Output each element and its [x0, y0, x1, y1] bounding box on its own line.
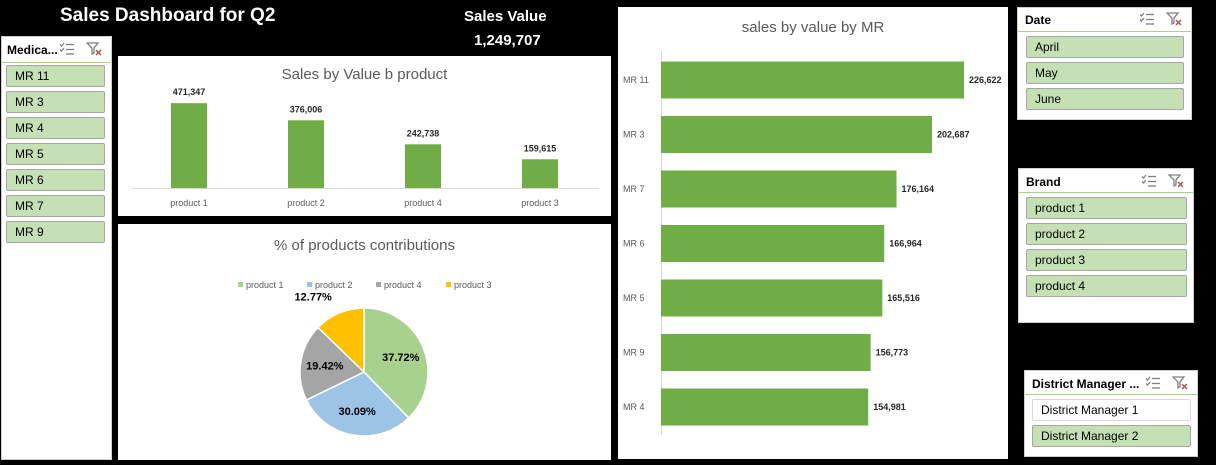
slicer-item[interactable]: product 1	[1026, 197, 1187, 219]
slicer-item[interactable]: MR 6	[6, 169, 105, 191]
data-label: 165,516	[887, 293, 920, 303]
slicer-item[interactable]: product 4	[1026, 275, 1187, 297]
bar	[522, 159, 558, 188]
slicer-item[interactable]: MR 7	[6, 195, 105, 217]
slicer-header: District Manager ...	[1025, 371, 1197, 395]
district-manager-slicer: District Manager ... District Manager 1 D…	[1024, 370, 1198, 457]
slice-label: 19.42%	[306, 361, 344, 373]
y-tick-label: MR 4	[623, 402, 645, 412]
x-tick-label: product 3	[521, 198, 559, 208]
pie-slice	[299, 326, 366, 401]
slicer-item[interactable]: May	[1026, 62, 1184, 84]
bar	[661, 388, 869, 426]
slice-label: 12.77%	[295, 292, 333, 304]
bar	[661, 170, 897, 208]
x-tick-label: product 1	[170, 198, 208, 208]
slicer-item[interactable]: District Manager 1	[1032, 399, 1191, 421]
slicer-item[interactable]: product 3	[1026, 249, 1187, 271]
slicer-item[interactable]: product 2	[1026, 223, 1187, 245]
dashboard-title: Sales Dashboard for Q2	[60, 5, 276, 26]
clear-filter-icon[interactable]	[1167, 174, 1184, 188]
legend-label: product 1	[246, 280, 284, 290]
product-sales-chart: Sales by Value b product 471,347 product …	[118, 56, 611, 216]
slicer-item[interactable]: District Manager 2	[1032, 425, 1191, 447]
chart-title: sales by value by MR	[741, 19, 885, 36]
data-label: 176,164	[902, 184, 935, 194]
slicer-header: Date	[1018, 8, 1191, 32]
slice-label: 30.09%	[338, 406, 376, 418]
legend-label: product 4	[384, 280, 422, 290]
y-tick-label: MR 3	[623, 130, 645, 140]
legend-label: product 3	[454, 280, 492, 290]
slicer-title: Date	[1025, 13, 1052, 27]
slicer-item[interactable]: MR 11	[6, 65, 105, 87]
legend-swatch	[238, 282, 243, 287]
legend-swatch	[376, 282, 381, 287]
date-slicer: Date April May June	[1017, 7, 1192, 120]
bar	[661, 225, 885, 262]
chart-title: Sales by Value b product	[281, 66, 448, 83]
slicer-header: Brand	[1019, 169, 1193, 193]
chart-title: % of products contributions	[274, 237, 455, 254]
bar	[661, 61, 964, 99]
slicer-item[interactable]: April	[1026, 36, 1184, 58]
slicer-item[interactable]: MR 4	[6, 117, 105, 139]
product-bar-chart: 471,347 product 1 376,006 product 2 242,738 p…	[132, 87, 599, 208]
multi-select-icon[interactable]	[1141, 174, 1157, 188]
data-label: 376,006	[290, 104, 323, 114]
data-label: 242,738	[407, 128, 440, 138]
bar	[661, 116, 932, 153]
legend-swatch	[307, 282, 312, 287]
slicer-item[interactable]: MR 9	[6, 221, 105, 243]
slicer-header: Medica...	[2, 37, 111, 63]
sales-value-label: Sales Value	[464, 8, 547, 25]
bar	[405, 144, 441, 188]
clear-filter-icon[interactable]	[1171, 376, 1188, 390]
slicer-title: Brand	[1026, 175, 1061, 189]
slicer-item[interactable]: MR 5	[6, 143, 105, 165]
legend-swatch	[446, 282, 451, 287]
data-label: 166,964	[889, 239, 922, 249]
y-tick-label: MR 11	[623, 75, 649, 85]
data-label: 226,622	[969, 75, 1002, 85]
data-label: 156,773	[876, 348, 909, 358]
data-label: 202,687	[937, 130, 970, 140]
sales-value: 1,249,707	[474, 32, 541, 49]
bar	[171, 103, 207, 188]
y-tick-label: MR 9	[623, 348, 645, 358]
bar	[661, 279, 883, 317]
brand-slicer: Brand product 1 product 2 product 3 product…	[1018, 168, 1194, 323]
multi-select-icon[interactable]	[1145, 376, 1161, 390]
x-tick-label: product 4	[404, 198, 442, 208]
bar	[288, 120, 324, 188]
legend-label: product 2	[315, 280, 353, 290]
clear-filter-icon[interactable]	[1165, 12, 1182, 26]
product-contribution-chart: % of products contributions product 1 pro…	[118, 224, 611, 460]
slicer-title: Medica...	[7, 43, 58, 57]
mr-bar-chart: 226,622 MR 11 202,687 MR 3 176,164 MR 7 166,96…	[623, 51, 1002, 435]
mr-sales-chart: sales by value by MR 226,622 MR 11 202,687…	[618, 7, 1008, 459]
y-tick-label: MR 6	[623, 239, 645, 249]
multi-select-icon[interactable]	[1139, 12, 1155, 26]
clear-filter-icon[interactable]	[85, 42, 102, 56]
data-label: 471,347	[173, 87, 206, 97]
pie-slice	[363, 307, 429, 419]
data-label: 154,981	[873, 402, 906, 412]
data-label: 159,615	[524, 143, 557, 153]
x-tick-label: product 2	[287, 198, 325, 208]
slicer-item[interactable]: MR 3	[6, 91, 105, 113]
slicer-title: District Manager ...	[1032, 377, 1140, 391]
pie-slice	[316, 307, 365, 374]
y-tick-label: MR 7	[623, 184, 645, 194]
product-pie-chart: product 1 product 2 product 4 product 3 37.7…	[238, 280, 492, 437]
slicer-item[interactable]: June	[1026, 88, 1184, 110]
slice-label: 37.72%	[382, 352, 420, 364]
multi-select-icon[interactable]	[59, 42, 75, 56]
medical-rep-slicer: Medica... MR 11 MR 3 MR 4 MR 5 MR 6 MR 7 MR 9	[1, 36, 112, 460]
y-tick-label: MR 5	[623, 293, 645, 303]
bar	[661, 334, 871, 371]
